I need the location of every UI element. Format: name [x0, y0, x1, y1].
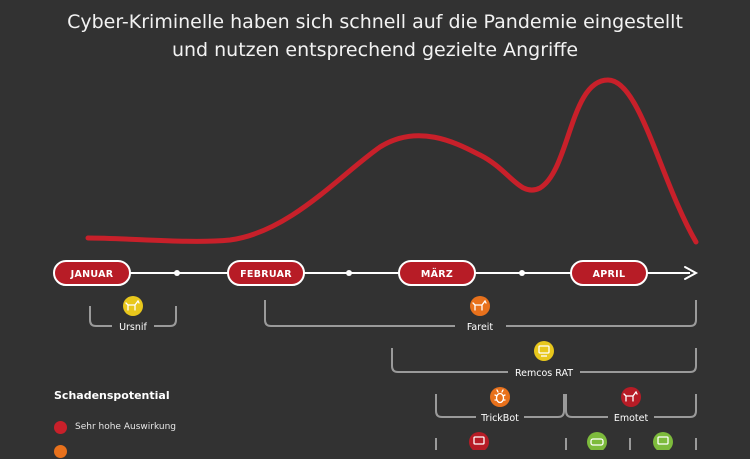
timeline-dot [174, 270, 180, 276]
legend-title: Schadenspotential [54, 389, 170, 402]
timeline-bracket [435, 394, 565, 418]
month-label: JANUAR [70, 269, 114, 280]
timeline-dot [346, 270, 352, 276]
timeline-bracket [89, 306, 177, 327]
month-label: MÄRZ [421, 269, 453, 280]
monitor-icon [538, 345, 550, 357]
bug-icon [494, 389, 506, 404]
month-pill-februar: FEBRUAR [227, 260, 305, 286]
month-pill-januar: JANUAR [53, 260, 131, 286]
severity-badge [490, 387, 510, 407]
severity-badge [123, 296, 143, 316]
horse-icon [125, 299, 140, 311]
monitor-icon [657, 436, 669, 445]
title-line-2: und nutzen entsprechend gezielte Angriff… [171, 39, 579, 61]
severity-badge [469, 432, 489, 450]
malware-label: Remcos RAT [515, 368, 573, 379]
legend-item-very-high: Sehr hohe Auswirkung [54, 419, 176, 435]
legend-item-high [54, 443, 75, 459]
month-pill-maerz: MÄRZ [398, 260, 476, 286]
severity-badge [587, 432, 607, 450]
month-label: APRIL [593, 269, 626, 280]
malware-emotet: Emotet [565, 387, 697, 424]
monitor-icon [473, 436, 485, 445]
legend-dot [54, 444, 67, 458]
malware-ursnif: Ursnif [89, 296, 177, 333]
month-label: FEBRUAR [240, 269, 292, 280]
severity-badge [534, 341, 554, 361]
malware-fareit: Fareit [264, 296, 697, 333]
horse-icon [472, 299, 487, 311]
severity-badge [470, 296, 490, 316]
malware-trickbot: TrickBot [435, 387, 565, 424]
malware-label: Fareit [467, 322, 494, 333]
timeline-bracket [391, 348, 697, 373]
severity-badge [621, 387, 641, 407]
timeline-dot [519, 270, 525, 276]
legend-dot [54, 420, 67, 434]
timeline-arrow-head [684, 266, 699, 280]
car-icon [590, 438, 604, 446]
timeline-bracket [565, 394, 697, 418]
malware-partial-row [435, 432, 697, 450]
timeline-bracket [264, 300, 697, 327]
malware-label: Ursnif [119, 322, 147, 333]
malware-label: Emotet [614, 413, 649, 424]
severity-badge [653, 432, 673, 450]
title-line-1: Cyber-Kriminelle haben sich schnell auf … [67, 11, 683, 33]
malware-remcos-rat: Remcos RAT [391, 341, 697, 379]
malware-label: TrickBot [480, 413, 519, 424]
page-title: Cyber-Kriminelle haben sich schnell auf … [0, 8, 750, 64]
month-pill-april: APRIL [570, 260, 648, 286]
horse-icon [623, 390, 638, 402]
threat-curve [85, 77, 699, 245]
legend-label: Sehr hohe Auswirkung [75, 422, 176, 432]
